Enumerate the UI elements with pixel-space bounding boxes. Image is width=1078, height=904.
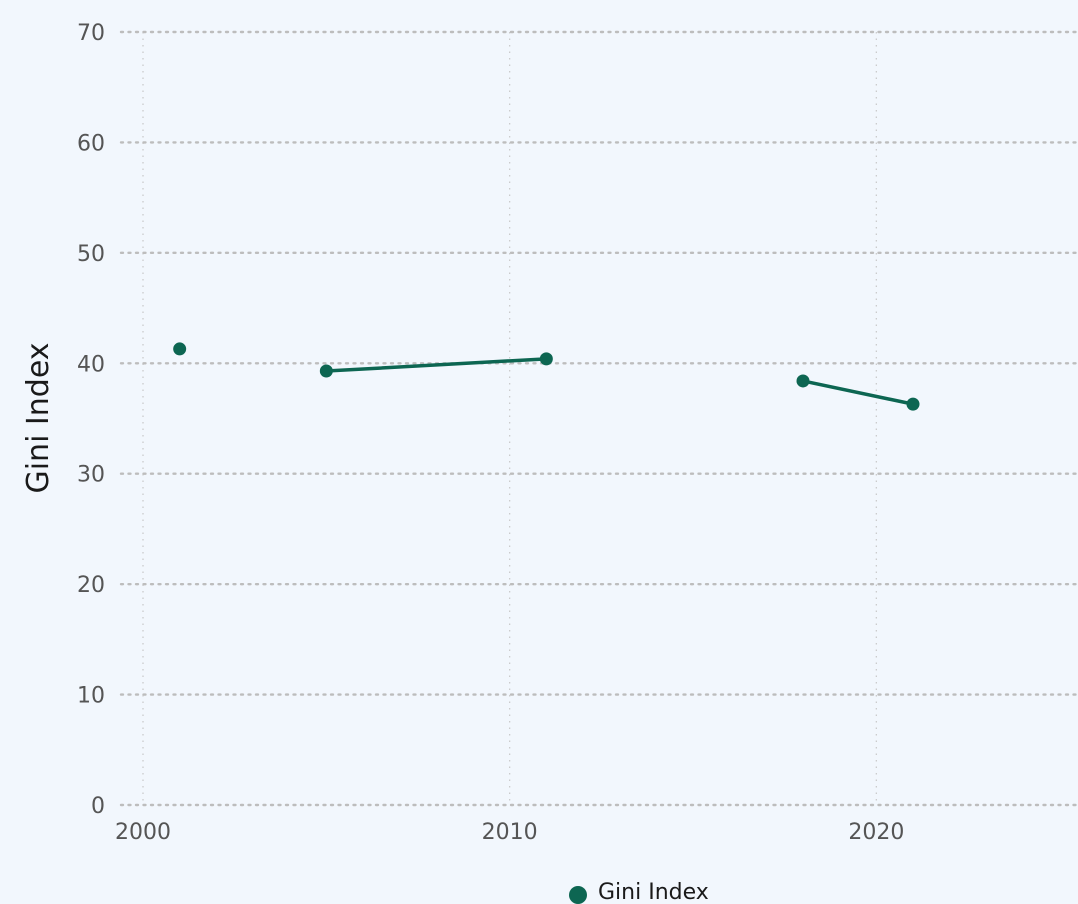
y-axis-title: Gini Index — [21, 342, 56, 493]
data-point-2021[interactable] — [906, 397, 920, 411]
y-tick-label-40: 40 — [77, 352, 105, 377]
data-point-2005[interactable] — [319, 364, 333, 378]
y-tick-label-0: 0 — [91, 794, 105, 819]
series-lines — [324, 357, 915, 406]
x-tick-label-2010: 2010 — [482, 820, 538, 845]
y-tick-label-50: 50 — [77, 242, 105, 267]
data-point-2001[interactable] — [173, 342, 187, 356]
legend: Gini Index — [569, 880, 709, 904]
y-tick-label-70: 70 — [77, 21, 105, 46]
y-tick-label-60: 60 — [77, 131, 105, 156]
series-points — [173, 342, 920, 411]
legend-label-gini-index[interactable]: Gini Index — [598, 880, 709, 904]
data-point-2018[interactable] — [796, 374, 810, 388]
y-gridlines — [119, 30, 1078, 807]
y-tick-label-10: 10 — [77, 684, 105, 709]
y-tick-label-20: 20 — [77, 573, 105, 598]
x-tick-label-2000: 2000 — [115, 820, 171, 845]
series-line-segment-3 — [801, 379, 915, 406]
x-axis-tick-labels: 2000 2010 2020 — [115, 820, 904, 845]
x-tick-label-2020: 2020 — [848, 820, 904, 845]
y-tick-label-30: 30 — [77, 463, 105, 488]
y-axis-tick-labels: 0 10 20 30 40 50 60 70 — [77, 21, 105, 819]
x-gridlines — [142, 32, 877, 805]
data-point-2011[interactable] — [539, 352, 553, 366]
legend-marker-gini-index[interactable] — [569, 886, 587, 904]
series-line-segment-2 — [324, 357, 549, 373]
